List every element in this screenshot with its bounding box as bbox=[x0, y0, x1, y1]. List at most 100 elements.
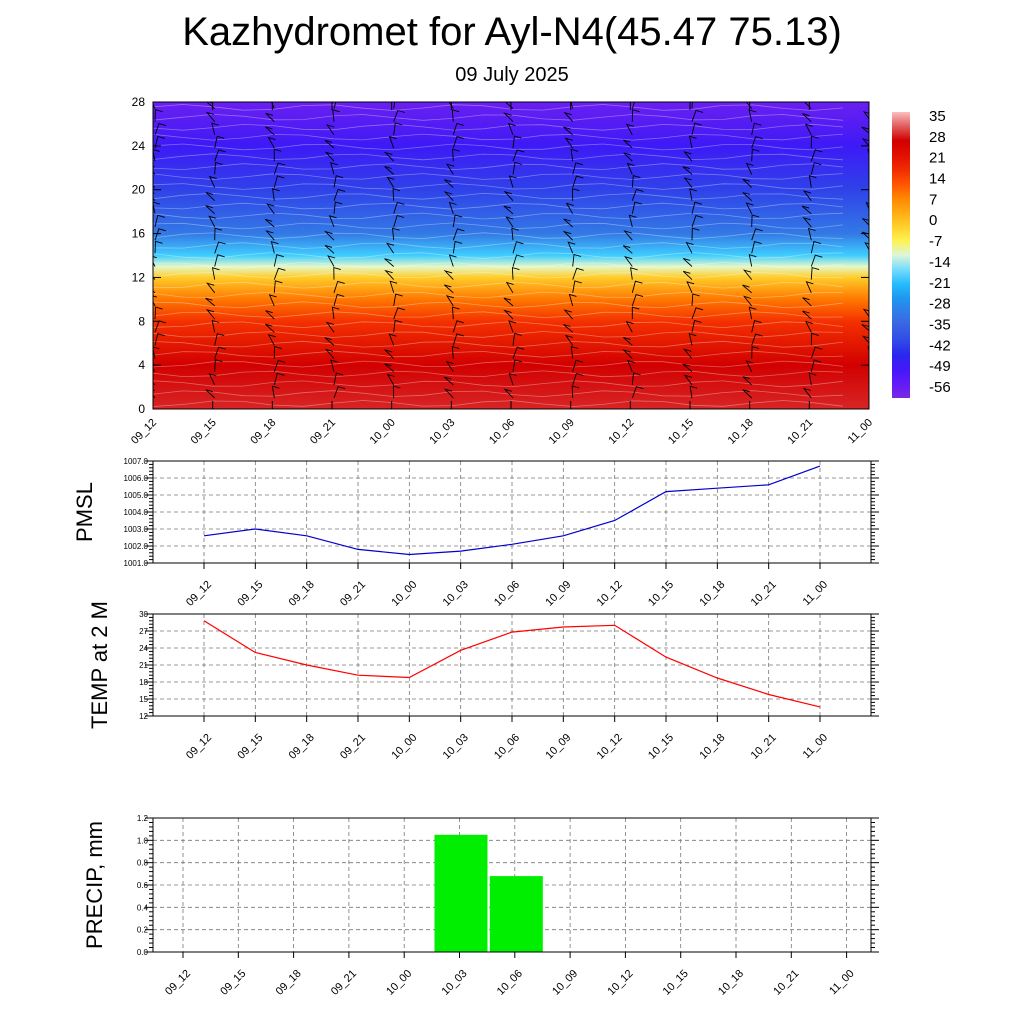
wind-barb bbox=[393, 109, 405, 122]
wind-barb bbox=[273, 254, 284, 267]
wind-barb bbox=[748, 306, 757, 320]
x-tick-label: 10_15 bbox=[666, 417, 696, 447]
x-tick-label: 10_06 bbox=[487, 417, 517, 447]
x-tick-label: 09_18 bbox=[274, 968, 304, 998]
wind-barb bbox=[512, 359, 523, 372]
colorbar-label: 0 bbox=[929, 212, 937, 229]
wind-barb bbox=[266, 203, 275, 215]
wind-barb bbox=[330, 359, 339, 372]
chart-subtitle: 09 July 2025 bbox=[455, 64, 569, 86]
isoline bbox=[153, 104, 844, 111]
isoline bbox=[153, 380, 844, 388]
x-tick-label: 09_15 bbox=[235, 579, 265, 609]
wind-barb bbox=[631, 306, 640, 320]
wind-barb bbox=[452, 148, 460, 162]
wind-barb bbox=[205, 389, 216, 399]
wind-barb bbox=[206, 282, 216, 294]
wind-barb bbox=[444, 179, 454, 188]
wind-barb bbox=[503, 112, 514, 123]
wind-barb bbox=[273, 346, 282, 359]
wind-barb bbox=[323, 230, 335, 241]
isoline bbox=[153, 261, 844, 269]
wind-barb bbox=[325, 321, 335, 333]
wind-barb bbox=[631, 188, 644, 201]
wind-barb bbox=[682, 270, 693, 280]
wind-barb bbox=[631, 102, 636, 109]
wind-barb bbox=[393, 122, 403, 135]
wind-barb bbox=[683, 374, 693, 386]
wind-barb bbox=[205, 308, 216, 320]
wind-barb bbox=[205, 191, 216, 202]
x-tick-label: 09_12 bbox=[184, 579, 214, 609]
x-tick-label: 09_18 bbox=[287, 579, 317, 609]
wind-barb bbox=[691, 293, 700, 306]
wind-barb bbox=[393, 102, 396, 109]
wind-barb bbox=[622, 245, 633, 254]
wind-barb bbox=[333, 175, 344, 188]
wind-barb bbox=[562, 230, 574, 241]
x-tick-label: 10_00 bbox=[389, 732, 419, 762]
isoline bbox=[153, 370, 844, 378]
y-tick-label: 12 bbox=[139, 712, 148, 721]
wind-barb bbox=[691, 201, 703, 214]
isoline bbox=[153, 331, 844, 338]
wind-barb bbox=[631, 201, 642, 214]
wind-barb bbox=[803, 102, 812, 109]
isoline bbox=[153, 202, 844, 210]
wind-barb bbox=[505, 216, 514, 228]
isoline bbox=[153, 212, 844, 220]
wind-barb bbox=[326, 124, 335, 136]
isoline bbox=[153, 242, 844, 250]
colorbar-label: -42 bbox=[929, 337, 951, 354]
wind-barb bbox=[563, 324, 573, 333]
wind-barb bbox=[208, 215, 217, 228]
wind-barb bbox=[683, 177, 693, 188]
isoline bbox=[153, 390, 844, 398]
wind-barb bbox=[389, 280, 398, 293]
wind-barb bbox=[742, 192, 753, 202]
wind-barb bbox=[324, 337, 335, 346]
isoline bbox=[153, 350, 844, 358]
wind-barb bbox=[384, 258, 394, 267]
wind-barb bbox=[802, 113, 812, 123]
wind-barb bbox=[451, 109, 460, 122]
panel-frame bbox=[152, 817, 872, 953]
x-tick-label: 10_21 bbox=[749, 732, 779, 762]
x-tick-label: 10_09 bbox=[550, 968, 580, 998]
wind-barb bbox=[810, 346, 823, 359]
x-tick-label: 09_21 bbox=[338, 579, 368, 609]
wind-barb bbox=[330, 162, 338, 175]
wind-barb bbox=[264, 218, 275, 228]
wind-barb bbox=[273, 359, 286, 372]
wind-barb bbox=[563, 126, 573, 136]
wind-barb bbox=[393, 214, 405, 228]
wind-barb bbox=[742, 376, 753, 386]
wind-barb bbox=[748, 109, 757, 122]
wind-barb bbox=[154, 135, 165, 149]
wind-barb bbox=[691, 109, 704, 122]
wind-barb bbox=[214, 135, 225, 149]
temp2m-panel: 12 15 18 21 24 27 30 09_12 09_15 09_18 09_21 10_00 1… bbox=[87, 601, 879, 762]
wind-barb bbox=[385, 242, 395, 254]
wind-barb bbox=[154, 240, 163, 254]
wind-barb bbox=[327, 255, 336, 267]
wind-barb bbox=[572, 267, 584, 280]
x-tick-label: 09_12 bbox=[163, 968, 193, 998]
wind-barb bbox=[691, 122, 702, 136]
wind-barb bbox=[214, 161, 223, 175]
wind-barb bbox=[153, 201, 160, 214]
wind-barb bbox=[443, 270, 454, 280]
colorbar-label: -21 bbox=[929, 275, 951, 292]
x-tick-label: 10_03 bbox=[427, 417, 457, 447]
wind-barb bbox=[503, 309, 514, 320]
wind-barb bbox=[682, 363, 693, 373]
wind-barb bbox=[214, 254, 225, 267]
colorbar-ramp bbox=[892, 112, 910, 398]
wind-barb bbox=[563, 218, 573, 228]
x-tick-label: 10_18 bbox=[716, 968, 746, 998]
x-tick-label: 10_21 bbox=[749, 579, 779, 609]
wind-barb bbox=[631, 109, 640, 122]
wind-barb bbox=[512, 149, 525, 162]
wind-barb bbox=[631, 294, 644, 307]
wind-barb bbox=[154, 123, 167, 136]
